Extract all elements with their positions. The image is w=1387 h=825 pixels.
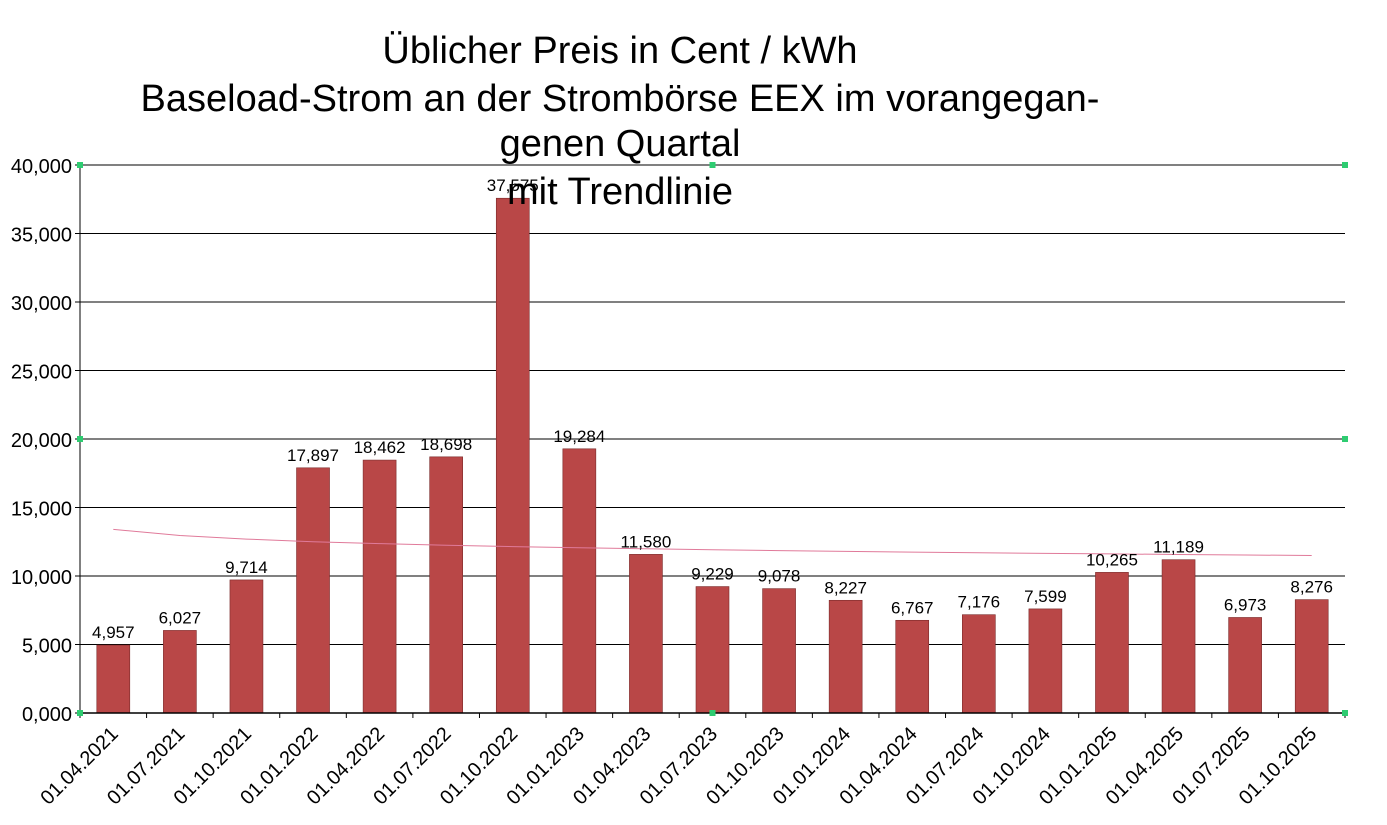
bar [429,456,463,714]
value-label: 6,767 [891,598,934,617]
value-label: 8,276 [1290,578,1333,597]
bar [96,644,131,714]
y-tick-label: 10,000 [11,567,72,589]
bar [695,586,730,714]
bar [495,197,530,714]
selection-handle [1342,710,1348,716]
y-tick-label: 20,000 [11,430,72,452]
bar [629,554,663,714]
bar [762,588,796,714]
y-tick-label: 40,000 [11,156,72,178]
bar [895,619,930,714]
bar [1161,559,1196,714]
y-tick-label: 35,000 [11,225,72,247]
value-label: 18,698 [420,435,472,454]
trendline [113,528,1312,556]
y-tick-label: 25,000 [11,362,72,384]
value-label: 18,462 [354,438,406,457]
chart-title-line-2: Baseload-Strom an der Strombörse EEX im … [140,78,1100,120]
value-label: 6,027 [159,608,202,627]
y-tick-label: 30,000 [11,293,72,315]
selection-handle [709,162,716,168]
bar [1294,599,1329,714]
value-label: 4,957 [92,623,135,642]
selection-handle [1342,436,1348,442]
value-label: 10,265 [1086,550,1138,569]
y-tick-label: 5,000 [22,636,72,658]
value-label: 6,973 [1224,595,1267,614]
value-label: 37,575 [487,176,539,195]
chart-title-line-4: mit Trendlinie [507,171,733,213]
bar [1228,617,1262,714]
bar [562,448,597,714]
selection-handle [77,436,83,442]
bar [962,614,996,714]
value-label: 9,078 [758,567,801,586]
y-tick-label: 0,000 [22,704,72,726]
y-tick-label: 15,000 [11,499,72,521]
selection-handle [77,162,83,168]
bar [296,467,330,714]
chart-title-line-1: Üblicher Preis in Cent / kWh [382,30,858,72]
bar [1095,572,1129,714]
bar [163,630,197,714]
selection-handle [709,710,716,716]
chart-title-line-3: genen Quartal [499,123,741,165]
value-label: 19,284 [553,427,605,446]
value-label: 11,189 [1153,538,1204,557]
value-label: 9,714 [225,558,268,577]
selection-handle [77,710,83,716]
value-label: 9,229 [691,565,734,584]
bar [229,579,264,714]
value-label: 17,897 [287,446,339,465]
value-label: 7,599 [1024,587,1067,606]
value-label: 7,176 [958,593,1001,612]
value-label: 11,580 [621,532,672,551]
bar [362,459,397,714]
bar [828,599,863,714]
bar [1028,608,1063,714]
value-label: 8,227 [824,578,867,597]
selection-handle [1342,162,1348,168]
